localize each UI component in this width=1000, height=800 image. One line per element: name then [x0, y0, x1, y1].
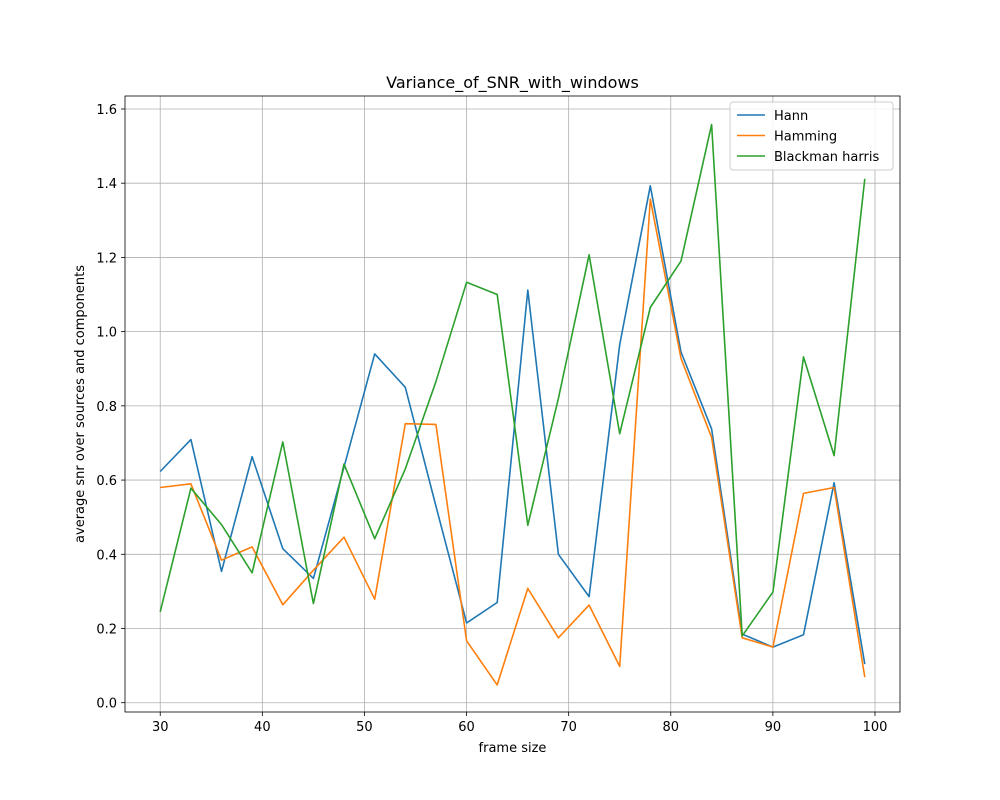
x-tick-label: 30	[152, 720, 169, 735]
chart-title: Variance_of_SNR_with_windows	[386, 73, 639, 93]
x-tick-label: 70	[560, 720, 577, 735]
series-line-hann	[159, 185, 866, 665]
legend-label: Blackman harris	[774, 150, 879, 165]
y-axis-title: average snr over sources and components	[73, 265, 88, 543]
series-line-hamming	[160, 198, 866, 686]
series-line-blackman-harris	[159, 123, 866, 637]
y-tick-label: 1.6	[96, 103, 117, 118]
legend-label: Hamming	[774, 130, 837, 145]
plot-area-frame	[124, 95, 901, 713]
x-tick-label: 80	[662, 720, 679, 735]
y-tick-label: 0.6	[96, 474, 117, 489]
series-layer	[159, 123, 866, 686]
y-tick-label: 0.8	[96, 400, 117, 415]
y-tick-label: 1.2	[96, 251, 117, 266]
x-axis-title: frame size	[479, 741, 547, 756]
x-tick-label: 100	[863, 720, 888, 735]
x-tick-label: 60	[458, 720, 475, 735]
legend: Hann Hamming Blackman harris	[729, 101, 894, 171]
y-tick-label: 0.2	[96, 623, 117, 638]
y-tick-label: 1.4	[96, 177, 117, 192]
y-tick-label: 0.0	[96, 697, 117, 712]
grid	[125, 96, 900, 712]
axis-ticks: 30 40 50 60 70 80 90 100 0.0 0.2 0.4 0.6 0.8 1.0 1.2 1.…	[96, 103, 887, 735]
x-tick-label: 90	[765, 720, 782, 735]
x-tick-label: 40	[254, 720, 271, 735]
y-tick-label: 1.0	[96, 326, 117, 341]
legend-label: Hann	[774, 109, 808, 124]
legend-box	[729, 101, 894, 171]
y-tick-label: 0.4	[96, 548, 117, 563]
x-tick-label: 50	[356, 720, 373, 735]
